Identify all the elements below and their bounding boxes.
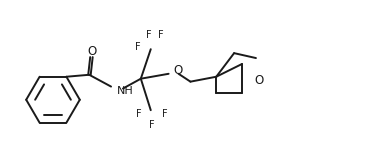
Text: F: F [158, 30, 164, 40]
Text: F: F [135, 42, 141, 52]
Text: F: F [149, 120, 154, 130]
Text: F: F [136, 109, 142, 119]
Text: O: O [87, 45, 97, 58]
Text: NH: NH [117, 86, 134, 95]
Text: F: F [162, 109, 168, 119]
Text: O: O [254, 74, 263, 87]
Text: F: F [146, 30, 152, 40]
Text: O: O [173, 64, 183, 77]
